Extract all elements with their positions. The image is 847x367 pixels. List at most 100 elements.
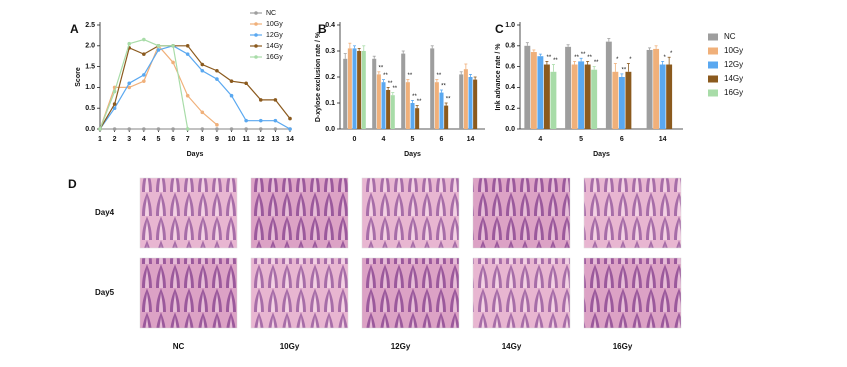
significance: * bbox=[629, 57, 632, 63]
x-tick-label: 14 bbox=[286, 136, 294, 143]
y-tick-label: 0.4 bbox=[325, 22, 335, 29]
x-tick-label: 13 bbox=[271, 136, 279, 143]
y-tick-label: 0.2 bbox=[505, 105, 515, 112]
image-shade bbox=[362, 258, 459, 328]
point bbox=[112, 106, 117, 110]
significance: * bbox=[663, 55, 666, 61]
histology-image bbox=[139, 257, 238, 329]
y-axis-label: D-xylose exclusion rate / % bbox=[315, 31, 322, 122]
image-shade bbox=[140, 258, 237, 328]
image-shade bbox=[584, 178, 681, 248]
histology-image bbox=[361, 177, 460, 249]
x-tick-label: 5 bbox=[157, 136, 161, 143]
legend-marker bbox=[254, 44, 258, 48]
point bbox=[273, 98, 278, 102]
x-tick-label: 4 bbox=[538, 136, 542, 143]
bar bbox=[361, 51, 366, 129]
bar bbox=[550, 71, 557, 129]
bar bbox=[618, 77, 625, 129]
point bbox=[156, 48, 161, 52]
point bbox=[142, 79, 146, 83]
bar bbox=[381, 82, 386, 129]
x-tick-label: 10 bbox=[228, 136, 236, 143]
point bbox=[185, 93, 190, 98]
significance: ** bbox=[587, 55, 592, 61]
point bbox=[142, 37, 146, 42]
legend-label: 12Gy bbox=[266, 32, 283, 39]
point bbox=[200, 127, 205, 131]
x-tick-label: 1 bbox=[98, 136, 102, 143]
point bbox=[215, 123, 219, 127]
significance: * bbox=[670, 51, 673, 57]
column-label: 10Gy bbox=[280, 342, 300, 351]
panel-label: B bbox=[318, 22, 327, 36]
y-tick-label: 2.0 bbox=[85, 43, 95, 50]
bar bbox=[565, 46, 572, 130]
bar bbox=[401, 53, 406, 129]
significance: ** bbox=[547, 55, 552, 61]
point bbox=[171, 127, 175, 131]
y-tick-label: 0.2 bbox=[325, 74, 335, 81]
column-label: NC bbox=[173, 342, 185, 351]
image-shade bbox=[251, 178, 348, 248]
x-tick-label: 9 bbox=[215, 136, 219, 143]
bar bbox=[524, 45, 531, 129]
histology-image bbox=[139, 177, 238, 249]
x-tick-label: 14 bbox=[467, 136, 475, 143]
point bbox=[215, 77, 219, 81]
point bbox=[127, 81, 132, 86]
point bbox=[229, 127, 234, 131]
bar bbox=[578, 61, 585, 129]
legend-marker bbox=[254, 11, 258, 15]
x-tick-label: 6 bbox=[620, 136, 624, 143]
y-tick-label: 0.4 bbox=[505, 84, 515, 91]
point bbox=[229, 93, 234, 98]
bar bbox=[463, 69, 468, 129]
point bbox=[200, 110, 205, 115]
point bbox=[273, 118, 278, 123]
legend-label: 12Gy bbox=[724, 60, 743, 69]
bar bbox=[343, 58, 348, 129]
bar bbox=[666, 64, 673, 129]
bar bbox=[646, 49, 653, 129]
bar bbox=[434, 82, 439, 129]
point bbox=[215, 68, 219, 73]
point bbox=[142, 73, 146, 77]
x-tick-label: 2 bbox=[113, 136, 117, 143]
series-line bbox=[99, 45, 291, 130]
image-shade bbox=[473, 258, 570, 328]
legend-label: 16Gy bbox=[266, 54, 283, 61]
histology-image bbox=[472, 177, 571, 249]
significance: ** bbox=[622, 67, 627, 73]
bar bbox=[605, 41, 612, 129]
bar bbox=[653, 48, 660, 129]
significance: ** bbox=[581, 52, 586, 58]
point bbox=[185, 52, 190, 56]
point bbox=[244, 118, 248, 123]
bar bbox=[571, 64, 578, 129]
point bbox=[258, 118, 263, 123]
row-label: Day4 bbox=[95, 208, 115, 217]
point bbox=[156, 127, 161, 131]
point bbox=[229, 79, 234, 83]
x-tick-label: 5 bbox=[411, 136, 415, 143]
significance: ** bbox=[412, 94, 417, 100]
y-tick-label: 1.5 bbox=[85, 63, 95, 70]
point bbox=[112, 127, 117, 131]
y-tick-label: 1.0 bbox=[505, 22, 515, 29]
x-axis-label: Days bbox=[593, 151, 610, 158]
legend-swatch bbox=[708, 33, 718, 41]
significance: ** bbox=[417, 99, 422, 105]
x-tick-label: 6 bbox=[171, 136, 175, 143]
bar bbox=[357, 51, 362, 129]
row-label: Day5 bbox=[95, 288, 115, 297]
image-shade bbox=[251, 258, 348, 328]
point bbox=[127, 85, 132, 90]
x-tick-label: 12 bbox=[257, 136, 265, 143]
bar bbox=[584, 64, 591, 129]
histology-image bbox=[250, 257, 349, 329]
legend-marker bbox=[254, 55, 258, 59]
x-tick-label: 3 bbox=[127, 136, 131, 143]
legend-label: 14Gy bbox=[724, 74, 743, 83]
point bbox=[273, 127, 278, 131]
